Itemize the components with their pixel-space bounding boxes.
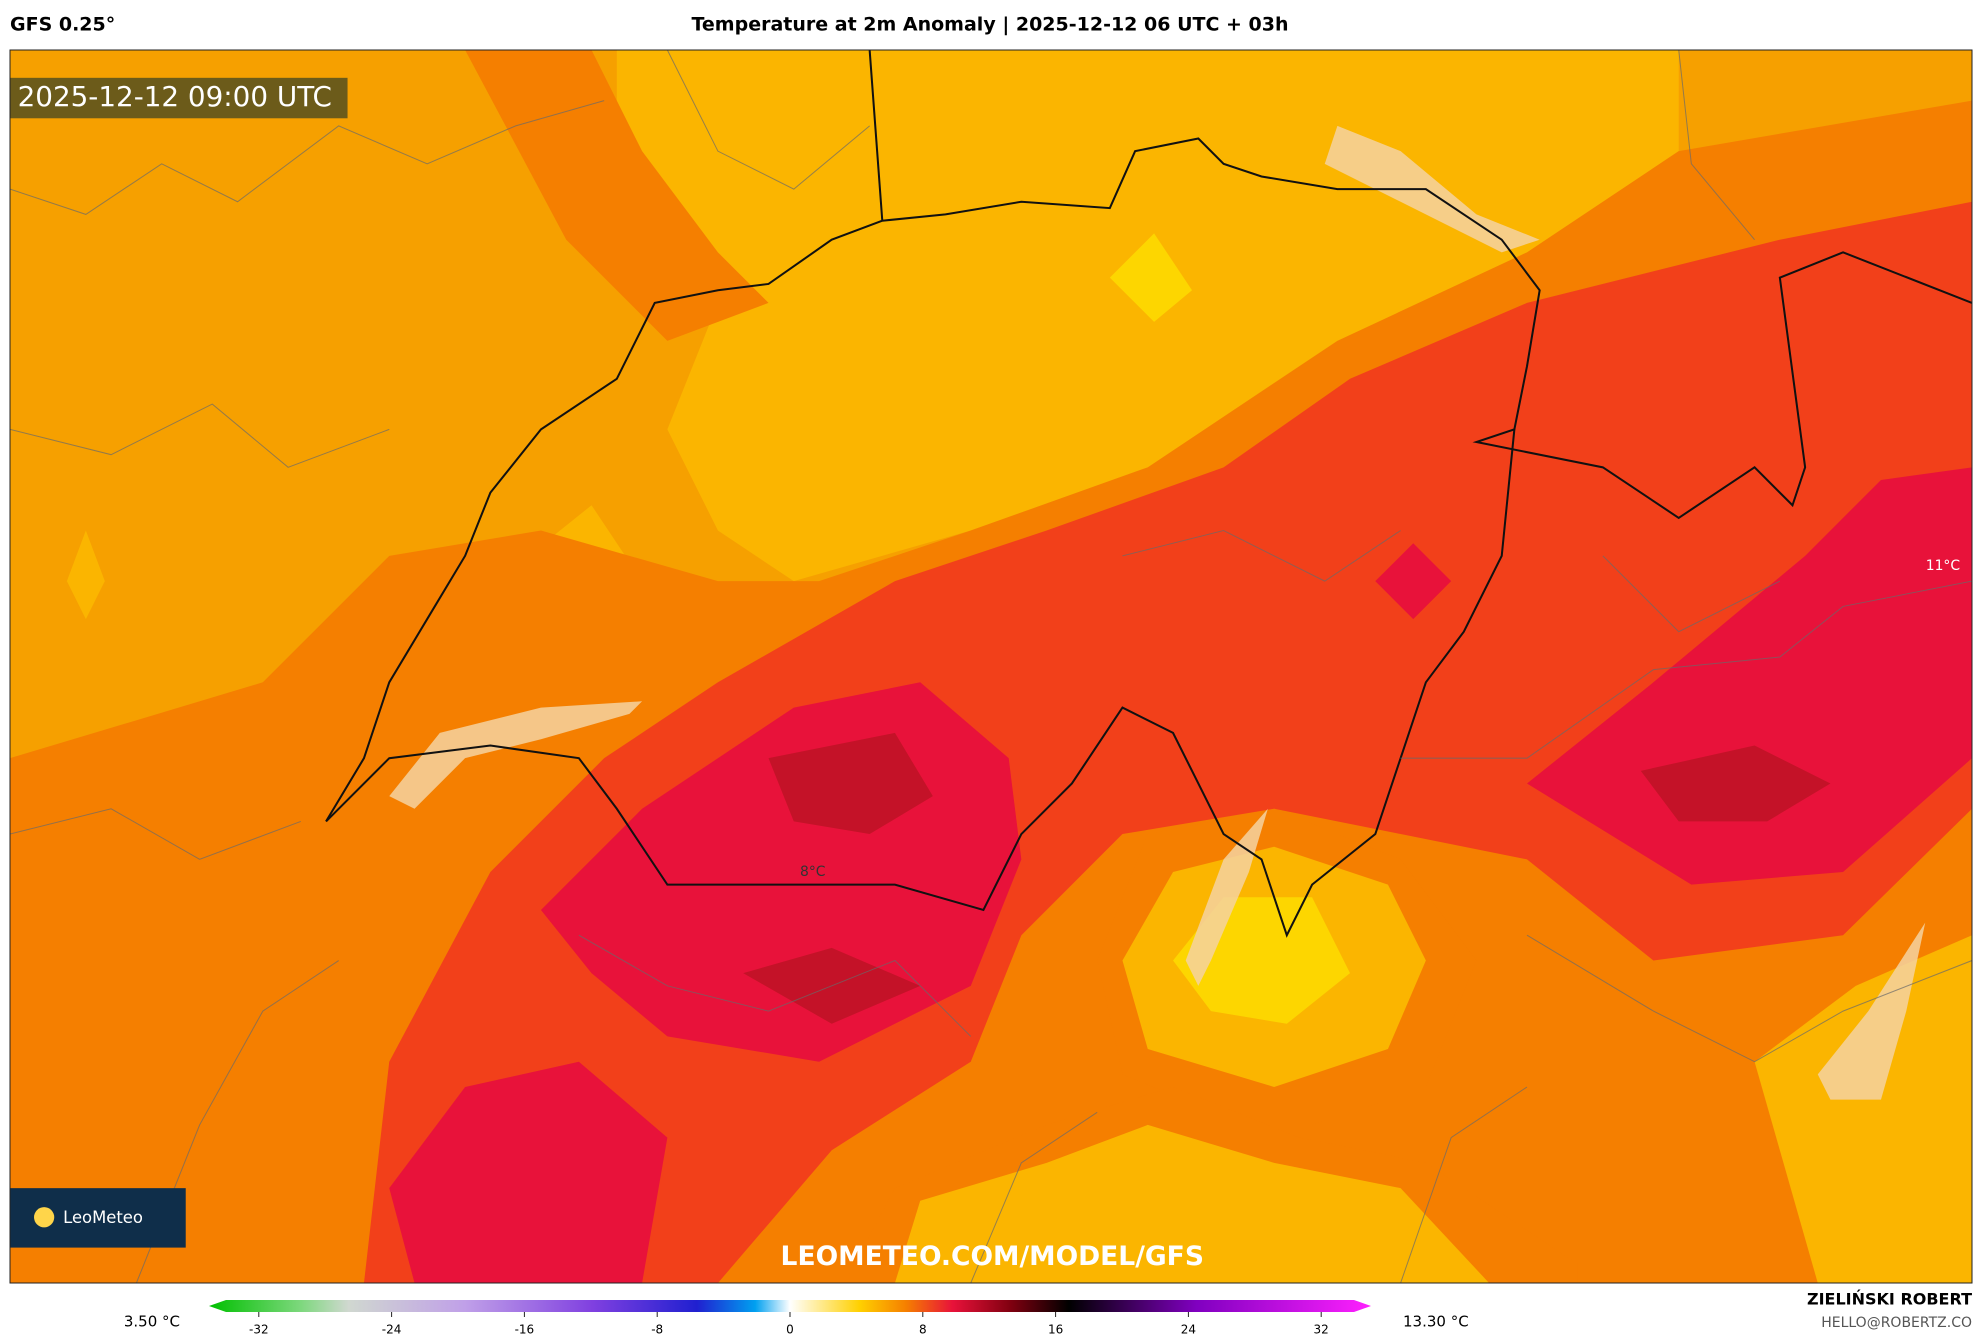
colorbar-tick-label: 16 xyxy=(1048,1323,1063,1337)
contour xyxy=(1527,467,1972,885)
colorbar-tick-label: 32 xyxy=(1314,1323,1329,1337)
colorbar-min: 3.50 °C xyxy=(124,1313,180,1331)
colorbar xyxy=(209,1300,1371,1312)
colorbar-tick-label: -16 xyxy=(515,1323,535,1337)
colorbar-ticks: -32 -24 -16 -8 0 8 16 24 32 xyxy=(249,1312,1329,1337)
contour xyxy=(389,1061,668,1283)
watermark: LEOMETEO.COM/MODEL/GFS xyxy=(781,1241,1204,1272)
map: 8°C 11°C 2025-12-12 09:00 UTC LeoMeteo L… xyxy=(10,50,1972,1283)
colorbar-tick-label: -8 xyxy=(651,1323,663,1337)
colorbar-tick-label: -24 xyxy=(382,1323,402,1337)
map-label: 11°C xyxy=(1926,558,1960,574)
email: HELLO@ROBERTZ.CO xyxy=(1821,1315,1972,1331)
colorbar-tick-label: -32 xyxy=(249,1323,269,1337)
map-title: Temperature at 2m Anomaly | 2025-12-12 0… xyxy=(691,14,1288,36)
colorbar-tick-label: 0 xyxy=(786,1323,794,1337)
lake xyxy=(1185,808,1268,986)
timestamp: 2025-12-12 09:00 UTC xyxy=(18,80,332,113)
contour xyxy=(1375,543,1452,620)
colorbar-tick-label: 8 xyxy=(919,1323,927,1337)
logo: LeoMeteo xyxy=(63,1208,143,1227)
lake xyxy=(389,701,643,809)
colorbar-max: 13.30 °C xyxy=(1403,1313,1469,1331)
author: ZIELIŃSKI ROBERT xyxy=(1807,1290,1972,1309)
lake xyxy=(1817,922,1926,1100)
contour xyxy=(1109,233,1193,322)
lake xyxy=(1324,125,1540,253)
contour xyxy=(1640,745,1831,822)
model-label: GFS 0.25° xyxy=(10,14,115,36)
timestamp-box xyxy=(10,77,348,119)
contour xyxy=(1754,935,1972,1283)
colorbar-tick-label: 24 xyxy=(1181,1323,1196,1337)
map-label: 8°C xyxy=(800,864,825,880)
map-frame xyxy=(9,49,1973,1284)
contour xyxy=(66,530,105,620)
contour xyxy=(768,732,933,835)
logo-sun xyxy=(34,1207,55,1228)
contour xyxy=(465,50,769,341)
contour xyxy=(894,1124,1490,1283)
